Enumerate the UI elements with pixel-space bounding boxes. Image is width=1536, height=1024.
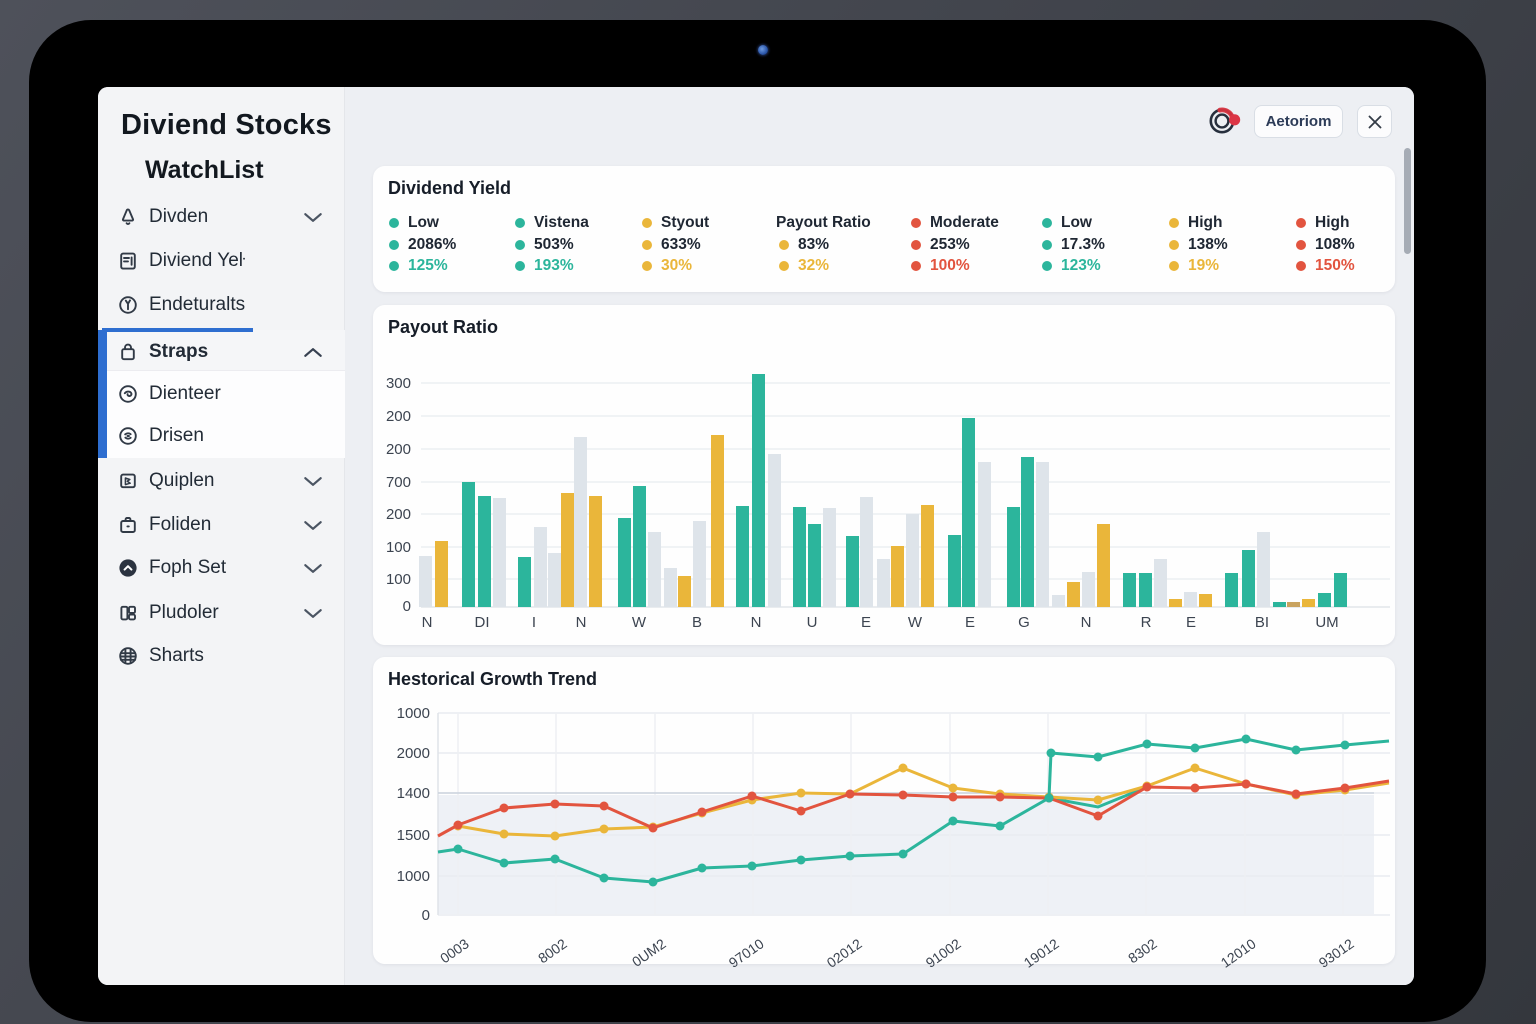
- svg-text:0: 0: [422, 907, 430, 924]
- svg-text:W: W: [908, 614, 923, 631]
- svg-text:UM: UM: [1315, 614, 1338, 631]
- svg-text:E: E: [1186, 614, 1196, 631]
- svg-text:700: 700: [386, 474, 411, 491]
- svg-text:0UM2: 0UM2: [629, 935, 669, 970]
- svg-text:93012: 93012: [1316, 935, 1357, 971]
- svg-text:2000: 2000: [397, 745, 430, 762]
- svg-text:W: W: [632, 614, 647, 631]
- svg-text:1000: 1000: [397, 868, 430, 885]
- svg-text:8302: 8302: [1125, 935, 1160, 966]
- svg-text:U: U: [807, 614, 818, 631]
- svg-text:1500: 1500: [397, 827, 430, 844]
- svg-text:DI: DI: [475, 614, 490, 631]
- svg-text:1000: 1000: [397, 705, 430, 722]
- svg-text:02012: 02012: [824, 935, 865, 971]
- svg-text:12010: 12010: [1218, 935, 1259, 971]
- svg-text:N: N: [1081, 614, 1092, 631]
- svg-text:E: E: [861, 614, 871, 631]
- svg-text:N: N: [422, 614, 433, 631]
- svg-text:100: 100: [386, 539, 411, 556]
- svg-text:I: I: [532, 614, 536, 631]
- svg-text:B: B: [692, 614, 702, 631]
- svg-text:300: 300: [386, 375, 411, 392]
- svg-text:91002: 91002: [923, 935, 964, 971]
- svg-text:200: 200: [386, 506, 411, 523]
- svg-text:0: 0: [403, 598, 411, 615]
- svg-text:N: N: [576, 614, 587, 631]
- svg-text:200: 200: [386, 441, 411, 458]
- svg-text:1400: 1400: [397, 785, 430, 802]
- svg-text:8002: 8002: [535, 935, 570, 966]
- svg-text:BI: BI: [1255, 614, 1269, 631]
- svg-text:N: N: [751, 614, 762, 631]
- svg-text:19012: 19012: [1021, 935, 1062, 971]
- svg-text:E: E: [965, 614, 975, 631]
- svg-text:R: R: [1141, 614, 1152, 631]
- svg-text:100: 100: [386, 571, 411, 588]
- svg-text:G: G: [1018, 614, 1030, 631]
- svg-text:97010: 97010: [726, 935, 767, 971]
- svg-text:0003: 0003: [437, 935, 472, 966]
- svg-text:200: 200: [386, 408, 411, 425]
